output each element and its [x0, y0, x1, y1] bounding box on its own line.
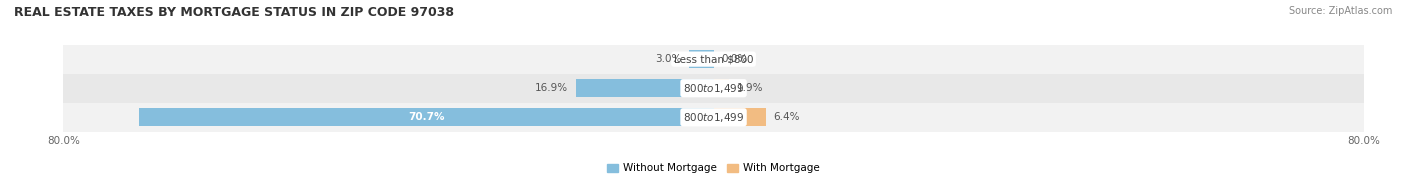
Bar: [63, 103, 1364, 132]
Bar: [689, 50, 713, 68]
Bar: [713, 108, 765, 126]
Text: 70.7%: 70.7%: [408, 112, 444, 122]
Legend: Without Mortgage, With Mortgage: Without Mortgage, With Mortgage: [603, 159, 824, 178]
Text: REAL ESTATE TAXES BY MORTGAGE STATUS IN ZIP CODE 97038: REAL ESTATE TAXES BY MORTGAGE STATUS IN …: [14, 6, 454, 19]
Text: 0.0%: 0.0%: [721, 54, 748, 64]
Text: 6.4%: 6.4%: [773, 112, 800, 122]
Text: 1.9%: 1.9%: [737, 83, 763, 93]
Text: 3.0%: 3.0%: [655, 54, 681, 64]
Bar: [139, 108, 713, 126]
Bar: [63, 44, 1364, 74]
Bar: [576, 79, 713, 97]
Text: Less than $800: Less than $800: [673, 54, 754, 64]
Text: 16.9%: 16.9%: [534, 83, 568, 93]
Bar: [713, 79, 728, 97]
Text: Source: ZipAtlas.com: Source: ZipAtlas.com: [1288, 6, 1392, 16]
Bar: [63, 74, 1364, 103]
Text: $800 to $1,499: $800 to $1,499: [683, 111, 744, 124]
Text: $800 to $1,499: $800 to $1,499: [683, 82, 744, 95]
